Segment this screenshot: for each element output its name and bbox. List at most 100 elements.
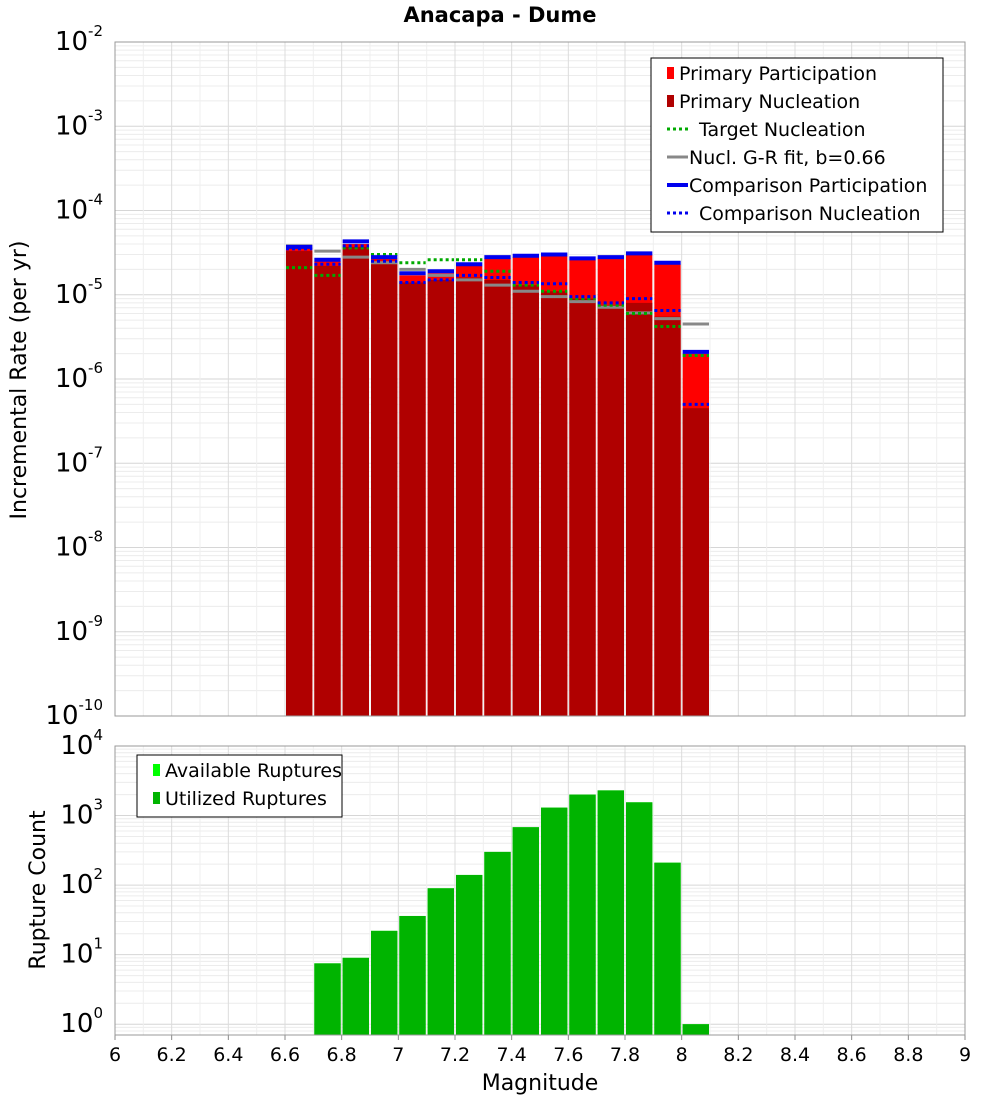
primary-nucleation-bar: [456, 277, 483, 716]
utilized-ruptures-bar: [541, 807, 568, 1035]
utilized-ruptures-bar: [682, 1024, 709, 1035]
y-tick-base: 10: [55, 111, 88, 141]
x-tick-label: 6.2: [157, 1044, 187, 1066]
y-tick-base: 10: [60, 801, 93, 831]
x-tick-label: 8.4: [780, 1044, 810, 1066]
primary-nucleation-bar: [569, 298, 596, 716]
y-tick-exponent: -5: [88, 275, 103, 293]
legend-box: [136, 754, 343, 818]
primary-nucleation-bar: [682, 408, 709, 716]
primary-nucleation-bar: [512, 285, 539, 716]
plot-frame: [114, 745, 966, 1036]
utilized-ruptures-bar: [626, 802, 653, 1035]
y-tick-label: 10-4: [55, 191, 103, 226]
y-tick-exponent: -9: [88, 612, 103, 630]
y-tick-label: 10-6: [55, 359, 103, 394]
y-tick-base: 10: [55, 364, 88, 394]
utilized-ruptures-bar: [569, 794, 596, 1035]
y-tick-base: 10: [55, 196, 88, 226]
legend-swatch: [667, 67, 674, 79]
legend-label: Comparison Participation: [689, 175, 927, 197]
utilized-ruptures-bar: [512, 827, 539, 1035]
y-tick-exponent: -8: [88, 528, 103, 546]
y-tick-label: 103: [60, 796, 103, 831]
utilized-ruptures-bar: [597, 790, 624, 1035]
y-tick-exponent: 4: [93, 726, 103, 744]
legend-label: Available Ruptures: [165, 760, 342, 782]
x-tick-label: 6.8: [327, 1044, 357, 1066]
y-tick-label: 100: [60, 1004, 103, 1039]
legend-label: Primary Participation: [679, 63, 877, 85]
legend-box: [650, 57, 944, 233]
y-tick-label: 101: [60, 935, 103, 970]
primary-nucleation-bar: [541, 291, 568, 716]
chart-title: Anacapa - Dume: [403, 3, 596, 27]
x-tick-label: 6.6: [270, 1044, 300, 1066]
legend-label: Nucl. G-R fit, b=0.66: [689, 147, 886, 169]
y-tick-label: 10-5: [55, 275, 103, 310]
y-tick-exponent: -7: [88, 443, 103, 461]
y-tick-exponent: -3: [88, 106, 103, 124]
y-tick-label: 10-8: [55, 528, 103, 563]
x-tick-label: 7.2: [440, 1044, 470, 1066]
primary-nucleation-bar: [626, 302, 653, 716]
y-tick-base: 10: [60, 870, 93, 900]
primary-nucleation-bar: [484, 279, 511, 716]
legend-swatch: [153, 764, 160, 776]
legend-label: Comparison Nucleation: [699, 203, 921, 225]
x-tick-label: 7.4: [497, 1044, 527, 1066]
primary-nucleation-bar: [286, 251, 313, 717]
y-tick-label: 10-9: [55, 612, 103, 647]
legend-swatch: [153, 792, 160, 804]
x-tick-label: 7: [392, 1044, 404, 1066]
x-tick-label: 8.6: [837, 1044, 867, 1066]
y-tick-exponent: 2: [93, 865, 103, 883]
y-tick-exponent: 1: [93, 935, 103, 953]
x-tick-label: 6.4: [213, 1044, 243, 1066]
y-tick-exponent: -10: [79, 696, 104, 714]
primary-nucleation-bar: [427, 279, 454, 716]
utilized-ruptures-bar: [654, 862, 681, 1035]
legend-label: Utilized Ruptures: [165, 788, 327, 810]
x-axis-label: Magnitude: [482, 1071, 599, 1096]
y-tick-exponent: 3: [93, 796, 103, 814]
y-tick-base: 10: [55, 617, 88, 647]
primary-nucleation-bar: [342, 246, 369, 716]
x-tick-label: 8.8: [893, 1044, 923, 1066]
x-tick-label: 8.2: [723, 1044, 753, 1066]
top-plot-area: 10-1010-910-810-710-610-510-410-310-2Pri…: [45, 22, 966, 731]
plot-frame: [114, 41, 966, 717]
x-tick-label: 9: [959, 1044, 971, 1066]
primary-nucleation-bar: [371, 262, 398, 716]
x-tick-label: 7.6: [553, 1044, 583, 1066]
y-tick-base: 10: [55, 280, 88, 310]
y-tick-label: 102: [60, 865, 103, 900]
y-tick-exponent: 0: [93, 1004, 103, 1022]
utilized-ruptures-bar: [427, 888, 454, 1035]
y-tick-exponent: -2: [88, 22, 103, 40]
y-tick-base: 10: [60, 1009, 93, 1039]
x-tick-label: 6: [109, 1044, 121, 1066]
y-tick-label: 104: [60, 726, 103, 761]
y-tick-base: 10: [60, 940, 93, 970]
y-tick-base: 10: [55, 448, 88, 478]
x-tick-label: 8: [676, 1044, 688, 1066]
utilized-ruptures-bar: [342, 957, 369, 1035]
primary-nucleation-bar: [597, 305, 624, 716]
x-tick-label: 7.8: [610, 1044, 640, 1066]
y-tick-label: 10-2: [55, 22, 103, 57]
utilized-ruptures-bar: [399, 915, 426, 1035]
y-tick-label: 10-10: [45, 696, 103, 731]
bottom-y-axis-label: Rupture Count: [26, 810, 51, 970]
y-tick-base: 10: [55, 533, 88, 563]
legend-label: Target Nucleation: [698, 119, 866, 141]
primary-nucleation-bar: [399, 282, 426, 716]
primary-nucleation-bar: [654, 316, 681, 716]
y-tick-label: 10-3: [55, 106, 103, 141]
legend-swatch: [667, 95, 674, 107]
y-tick-label: 10-7: [55, 443, 103, 478]
utilized-ruptures-bar: [314, 963, 341, 1035]
utilized-ruptures-bar: [456, 874, 483, 1035]
